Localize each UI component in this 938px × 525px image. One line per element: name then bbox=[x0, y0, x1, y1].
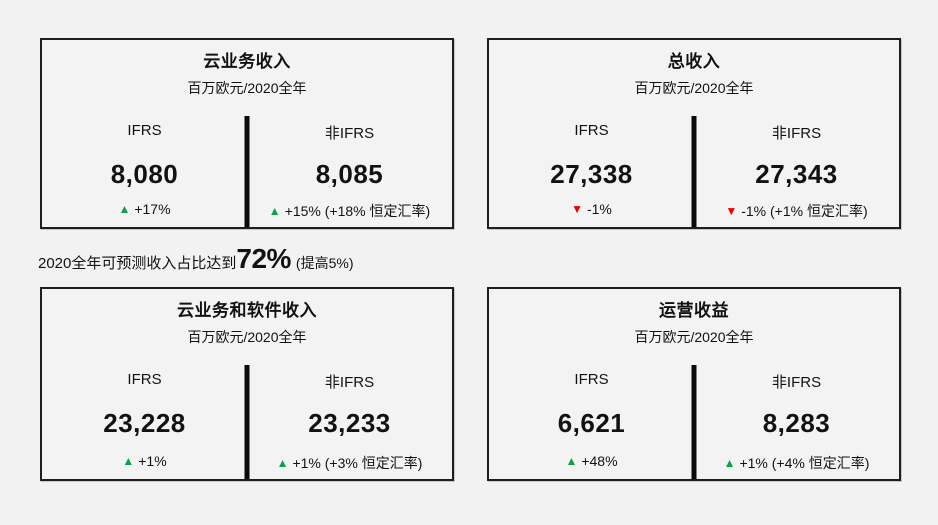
note-prefix: 2020全年可预测收入占比达到 bbox=[38, 255, 237, 272]
trend-arrow-icon: ▲ bbox=[122, 454, 135, 468]
card-subtitle: 百万欧元/2020全年 bbox=[187, 80, 307, 96]
ifrs-label: IFRS bbox=[127, 371, 162, 388]
non-ifrs-delta: ▼ -1% (+1% 恒定汇率) bbox=[694, 201, 899, 221]
metric-delta-row: ▲ +48% ▲ +1% (+4% 恒定汇率) bbox=[489, 453, 899, 473]
metric-labels-row: IFRS 非IFRS bbox=[42, 122, 452, 143]
ifrs-value: 23,228 bbox=[103, 408, 186, 438]
ifrs-delta: ▲ +17% bbox=[42, 201, 247, 221]
trend-arrow-icon: ▲ bbox=[268, 204, 281, 218]
note-suffix: (提高5%) bbox=[295, 255, 354, 271]
card-title: 云业务和软件收入 bbox=[177, 301, 317, 320]
non-ifrs-value: 8,283 bbox=[762, 408, 831, 438]
ifrs-delta: ▲ +1% bbox=[42, 453, 247, 473]
non-ifrs-delta-text: +1% (+4% 恒定汇率) bbox=[739, 455, 870, 471]
non-ifrs-delta-text: +1% (+3% 恒定汇率) bbox=[292, 455, 423, 471]
card-subtitle: 百万欧元/2020全年 bbox=[634, 329, 754, 345]
metric-delta-row: ▲ +1% ▲ +1% (+3% 恒定汇率) bbox=[42, 453, 452, 473]
card-divider bbox=[244, 116, 250, 227]
trend-arrow-icon: ▲ bbox=[118, 202, 131, 216]
kpi-card-cloud-revenue: 云业务收入 百万欧元/2020全年 IFRS 非IFRS 8,080 8,085… bbox=[40, 38, 454, 229]
ifrs-value: 27,338 bbox=[550, 159, 633, 189]
ifrs-label: IFRS bbox=[574, 122, 609, 139]
non-ifrs-value: 27,343 bbox=[755, 159, 838, 189]
card-title: 总收入 bbox=[667, 52, 721, 71]
non-ifrs-delta: ▲ +15% (+18% 恒定汇率) bbox=[247, 201, 452, 221]
note-highlight: 72% bbox=[236, 243, 291, 274]
card-title: 云业务收入 bbox=[203, 52, 291, 71]
ifrs-delta: ▲ +48% bbox=[489, 453, 694, 473]
trend-arrow-icon: ▼ bbox=[725, 204, 738, 218]
trend-arrow-icon: ▲ bbox=[565, 454, 578, 468]
trend-arrow-icon: ▲ bbox=[276, 456, 289, 470]
non-ifrs-delta: ▲ +1% (+4% 恒定汇率) bbox=[694, 453, 899, 473]
metric-labels-row: IFRS 非IFRS bbox=[489, 371, 899, 392]
metric-values-row: 6,621 8,283 bbox=[489, 408, 899, 439]
non-ifrs-label: 非IFRS bbox=[771, 125, 822, 142]
ifrs-delta-text: +17% bbox=[134, 201, 171, 217]
card-divider bbox=[691, 116, 697, 227]
kpi-card-total-revenue: 总收入 百万欧元/2020全年 IFRS 非IFRS 27,338 27,343… bbox=[487, 38, 901, 229]
non-ifrs-value: 8,085 bbox=[315, 159, 384, 189]
metric-labels-row: IFRS 非IFRS bbox=[42, 371, 452, 392]
non-ifrs-label: 非IFRS bbox=[771, 374, 822, 391]
non-ifrs-value: 23,233 bbox=[308, 408, 391, 438]
ifrs-label: IFRS bbox=[574, 371, 609, 388]
kpi-card-operating-profit: 运营收益 百万欧元/2020全年 IFRS 非IFRS 6,621 8,283 … bbox=[487, 287, 901, 481]
predictable-revenue-note: 2020全年可预测收入占比达到 72% (提高5%) bbox=[38, 243, 353, 275]
ifrs-label: IFRS bbox=[127, 122, 162, 139]
card-subtitle: 百万欧元/2020全年 bbox=[634, 80, 754, 96]
metric-labels-row: IFRS 非IFRS bbox=[489, 122, 899, 143]
ifrs-value: 8,080 bbox=[110, 159, 179, 189]
ifrs-delta-text: +48% bbox=[581, 453, 618, 469]
trend-arrow-icon: ▲ bbox=[723, 456, 736, 470]
ifrs-delta-text: -1% bbox=[586, 201, 612, 217]
card-divider bbox=[691, 365, 697, 479]
card-divider bbox=[244, 365, 250, 479]
non-ifrs-label: 非IFRS bbox=[324, 125, 375, 142]
metric-values-row: 8,080 8,085 bbox=[42, 159, 452, 190]
card-subtitle: 百万欧元/2020全年 bbox=[187, 329, 307, 345]
metric-delta-row: ▼ -1% ▼ -1% (+1% 恒定汇率) bbox=[489, 201, 899, 221]
non-ifrs-delta-text: +15% (+18% 恒定汇率) bbox=[284, 203, 431, 219]
trend-arrow-icon: ▼ bbox=[571, 202, 583, 216]
ifrs-delta: ▼ -1% bbox=[489, 201, 694, 221]
non-ifrs-delta: ▲ +1% (+3% 恒定汇率) bbox=[247, 453, 452, 473]
card-title: 运营收益 bbox=[659, 301, 729, 320]
non-ifrs-label: 非IFRS bbox=[324, 374, 375, 391]
kpi-card-cloud-software-revenue: 云业务和软件收入 百万欧元/2020全年 IFRS 非IFRS 23,228 2… bbox=[40, 287, 454, 481]
metric-values-row: 27,338 27,343 bbox=[489, 159, 899, 190]
ifrs-value: 6,621 bbox=[557, 408, 626, 438]
metric-values-row: 23,228 23,233 bbox=[42, 408, 452, 439]
ifrs-delta-text: +1% bbox=[138, 453, 167, 469]
non-ifrs-delta-text: -1% (+1% 恒定汇率) bbox=[741, 203, 868, 219]
metric-delta-row: ▲ +17% ▲ +15% (+18% 恒定汇率) bbox=[42, 201, 452, 221]
